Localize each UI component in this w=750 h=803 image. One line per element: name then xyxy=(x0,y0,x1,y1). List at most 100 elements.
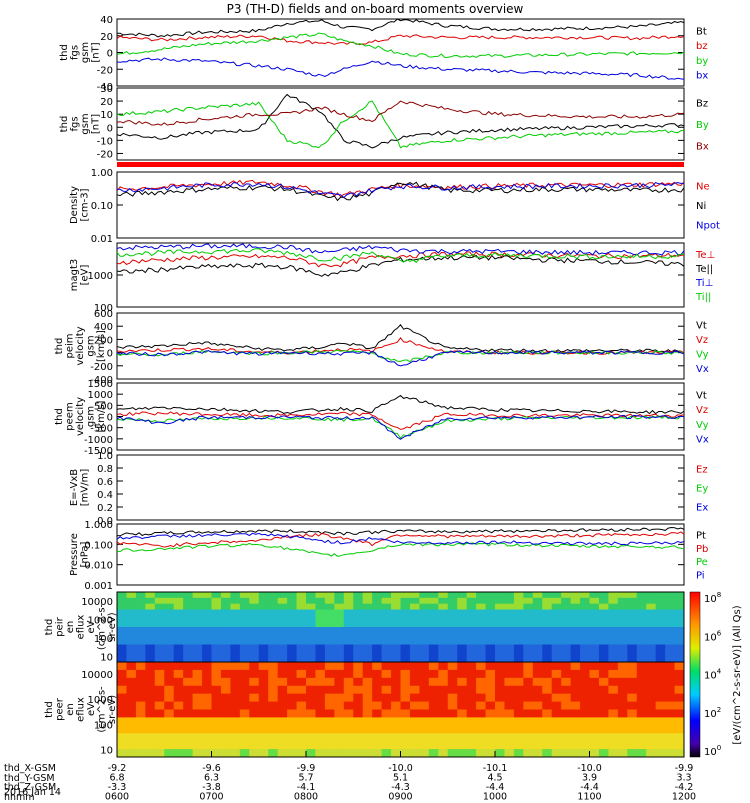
heatmap-cell xyxy=(258,627,269,634)
heatmap-cell xyxy=(428,693,439,703)
heatmap-cell xyxy=(126,669,137,679)
heatmap-cell xyxy=(277,638,288,645)
heatmap-cell xyxy=(343,725,354,734)
heatmap-cell xyxy=(183,717,194,726)
heatmap-cell xyxy=(457,603,468,610)
heatmap-cell xyxy=(145,656,156,663)
heatmap-cell xyxy=(627,656,638,663)
heatmap-cell xyxy=(504,669,515,679)
heatmap-cell xyxy=(532,609,543,616)
y-tick-label: 1000 xyxy=(88,695,113,706)
heatmap-cell xyxy=(409,603,420,610)
heatmap-cell xyxy=(598,627,609,634)
heatmap-cell xyxy=(636,733,647,742)
heatmap-cell xyxy=(665,650,676,657)
heatmap-cell xyxy=(173,733,184,742)
heatmap-cell xyxy=(485,741,496,750)
panel-1-ylabel: gsm xyxy=(80,42,91,63)
heatmap-cell xyxy=(268,644,279,651)
heatmap-cell xyxy=(296,650,307,657)
legend-vt: Vt xyxy=(696,390,707,401)
heatmap-cell xyxy=(485,609,496,616)
legend-vz: Vz xyxy=(696,405,708,416)
heatmap-cell xyxy=(504,632,515,640)
panel-6-ylabel: peem xyxy=(65,402,76,430)
panel-2-ylabel: gsm xyxy=(80,113,91,134)
heatmap-cell xyxy=(617,662,628,671)
heatmap-cell xyxy=(570,603,581,610)
heatmap-cell xyxy=(523,709,534,718)
heatmap-cell xyxy=(211,592,222,599)
heatmap-cell xyxy=(334,603,345,610)
heatmap-cell xyxy=(353,709,364,718)
heatmap-cell xyxy=(561,725,572,734)
panel-10-ylabel: eV xyxy=(86,703,97,716)
heatmap-cell xyxy=(674,693,685,703)
heatmap-cell xyxy=(287,627,298,634)
heatmap-cell xyxy=(343,644,354,651)
heatmap-cell xyxy=(409,685,420,695)
heatmap-cell xyxy=(202,677,212,687)
heatmap-cell xyxy=(476,741,487,750)
heatmap-cell xyxy=(428,632,439,640)
ephemeris-label: thd_Y-GSM xyxy=(4,772,55,784)
legend-by: by xyxy=(696,56,708,67)
heatmap-cell xyxy=(532,749,543,758)
heatmap-cell xyxy=(117,701,127,710)
heatmap-cell xyxy=(268,627,279,634)
heatmap-cell xyxy=(249,638,260,645)
heatmap-cell xyxy=(428,733,439,742)
heatmap-cell xyxy=(608,709,619,718)
legend-vz: Vz xyxy=(696,335,708,346)
heatmap-cell xyxy=(343,603,354,610)
y-tick-label: 0.2 xyxy=(97,503,113,514)
heatmap-cell xyxy=(636,701,647,710)
y-tick-label: 40 xyxy=(100,15,113,26)
heatmap-cell xyxy=(627,627,638,634)
heatmap-cell xyxy=(580,656,590,663)
heatmap-cell xyxy=(381,677,392,687)
legend-bx: Bx xyxy=(696,141,709,152)
heatmap-cell xyxy=(220,733,231,742)
heatmap-cell xyxy=(391,717,401,726)
heatmap-cell xyxy=(315,609,326,616)
heatmap-cell xyxy=(655,644,666,651)
heatmap-cell xyxy=(145,603,156,610)
heatmap-cell xyxy=(476,749,487,758)
heatmap-cell xyxy=(324,709,335,718)
heatmap-cell xyxy=(495,677,505,687)
heatmap-cell xyxy=(353,609,364,616)
heatmap-cell xyxy=(173,609,184,616)
heatmap-cell xyxy=(400,693,411,703)
heatmap-cell xyxy=(409,662,420,671)
legend-vt: Vt xyxy=(696,320,707,331)
legend-vx: Vx xyxy=(696,364,709,375)
heatmap-cell xyxy=(296,741,307,750)
heatmap-cell xyxy=(268,650,279,657)
heatmap-cell xyxy=(561,701,572,710)
heatmap-cell xyxy=(202,644,212,651)
heatmap-cell xyxy=(126,632,137,640)
heatmap-cell xyxy=(315,669,326,679)
heatmap-cell xyxy=(381,733,392,742)
heatmap-cell xyxy=(438,725,449,734)
heatmap-cell xyxy=(296,609,307,616)
legend-ne: Ne xyxy=(696,182,710,193)
panel-10-ylabel: peer xyxy=(55,697,66,721)
heatmap-cell xyxy=(655,609,666,616)
heatmap-cell xyxy=(268,669,279,679)
heatmap-cell xyxy=(296,725,307,734)
heatmap-cell xyxy=(362,749,373,758)
heatmap-cell xyxy=(381,644,392,651)
heatmap-cell xyxy=(391,662,401,671)
heatmap-cell xyxy=(504,627,515,634)
heatmap-cell xyxy=(334,638,345,645)
heatmap-cell xyxy=(438,632,449,640)
heatmap-cell xyxy=(495,725,505,734)
heatmap-cell xyxy=(532,632,543,640)
heatmap-cell xyxy=(504,709,515,718)
heatmap-cell xyxy=(646,669,657,679)
heatmap-cell xyxy=(192,638,203,645)
heatmap-cell xyxy=(504,656,515,663)
heatmap-cell xyxy=(665,709,676,718)
